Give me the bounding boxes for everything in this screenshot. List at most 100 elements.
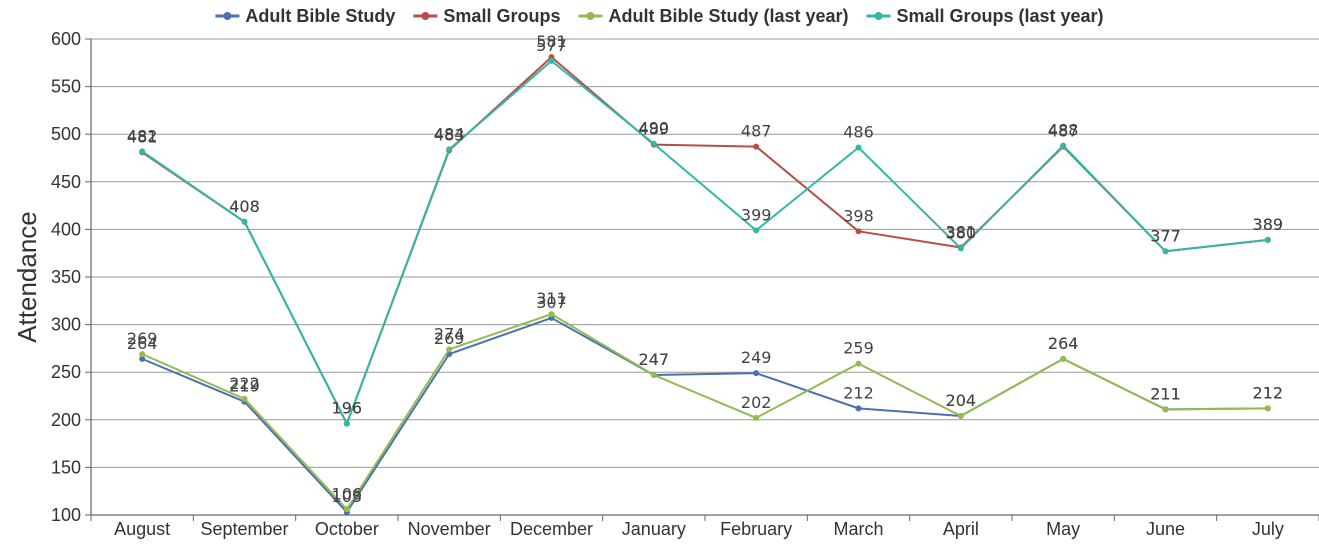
series-line [141,313,1268,511]
data-point[interactable] [1162,406,1169,413]
data-label: 196 [332,399,363,418]
data-label: 264 [1048,334,1079,353]
data-point[interactable] [753,227,760,234]
data-label: 212 [1253,383,1284,402]
x-tick-label: July [1252,519,1284,539]
data-label: 389 [1253,215,1284,234]
data-point[interactable] [241,395,248,402]
data-label: 398 [843,206,874,225]
data-point[interactable] [1060,142,1067,149]
y-tick-label: 500 [51,124,81,144]
data-point[interactable] [446,146,453,153]
data-label: 202 [741,393,772,412]
x-tick-label: August [114,519,170,539]
data-point[interactable] [957,412,964,419]
data-point[interactable] [753,414,760,421]
data-point[interactable] [650,372,657,379]
legend-item[interactable]: Adult Bible Study (last year) [578,6,849,26]
data-point[interactable] [855,405,862,412]
data-label: 481 [127,127,158,146]
y-tick-label: 600 [51,29,81,49]
data-point[interactable] [241,218,248,225]
data-label: 408 [229,197,260,216]
series-1 [139,54,1271,427]
data-label: 249 [741,348,772,367]
legend[interactable]: Adult Bible Study Small Groups Adult Bible… [215,6,1104,26]
data-label: 581 [536,32,567,51]
y-tick-label: 550 [51,77,81,97]
data-point[interactable] [1060,355,1067,362]
y-tick-label: 450 [51,172,81,192]
data-point[interactable] [139,355,146,362]
data-label: 489 [639,120,670,139]
y-tick-label: 400 [51,219,81,239]
data-label: 377 [1150,226,1181,245]
data-point[interactable] [1264,405,1271,412]
data-label: 247 [639,350,670,369]
data-point[interactable] [957,245,964,252]
data-label: 211 [1150,384,1181,403]
data-label: 482 [127,126,158,145]
data-point[interactable] [139,148,146,155]
legend-item[interactable]: Small Groups [413,6,560,26]
series-layer [139,54,1271,516]
data-point[interactable] [1162,248,1169,255]
legend-label: Small Groups [443,6,560,26]
data-label: 264 [127,334,158,353]
data-point[interactable] [855,228,862,235]
x-tick-label: January [622,519,686,539]
data-point[interactable] [343,420,350,427]
y-tick-label: 100 [51,505,81,525]
y-tick-label: 300 [51,315,81,335]
y-tick-label: 150 [51,457,81,477]
data-point[interactable] [139,351,146,358]
data-label: 307 [536,293,567,312]
series-3 [139,57,1271,427]
data-label: 389 [1253,215,1284,234]
data-label: 259 [843,339,874,358]
legend-item[interactable]: Adult Bible Study [215,6,395,26]
data-label: 488 [1048,121,1079,140]
x-tick-label: February [720,519,792,539]
data-label: 311 [536,289,567,308]
x-tick-label: October [315,519,379,539]
legend-dot-marker [586,12,595,20]
x-tick-label: March [833,519,883,539]
data-label: 487 [741,122,772,141]
data-label: 212 [843,383,874,402]
data-label: 377 [1150,226,1181,245]
data-label: 196 [332,399,363,418]
data-label: 486 [843,123,874,142]
data-label: 483 [434,125,465,144]
series-line [141,316,1268,514]
series-line [141,56,1268,425]
y-tick-label: 250 [51,362,81,382]
data-point[interactable] [753,370,760,377]
y-axis-ticks: 100 150 200 250 300 350 400 450 500 550 600 [51,29,91,525]
data-label: 487 [1048,122,1079,141]
data-point[interactable] [1264,236,1271,243]
data-point[interactable] [343,506,350,513]
data-label: 274 [434,324,465,343]
data-point[interactable] [855,144,862,151]
data-point[interactable] [650,140,657,147]
data-label: 222 [229,374,260,393]
data-label: 381 [946,222,977,241]
y-tick-label: 200 [51,410,81,430]
legend-label: Adult Bible Study [245,6,395,26]
series-2 [139,311,1271,513]
legend-label: Adult Bible Study (last year) [608,6,848,26]
x-tick-label: September [200,519,288,539]
data-label: 219 [229,377,260,396]
data-point[interactable] [446,346,453,353]
data-point[interactable] [548,311,555,318]
data-point[interactable] [855,360,862,367]
data-label: 264 [1048,334,1079,353]
x-tick-label: April [943,519,979,539]
data-point[interactable] [548,57,555,64]
data-label: 204 [946,391,977,410]
legend-item[interactable]: Small Groups (last year) [866,6,1104,26]
x-tick-label: June [1146,519,1185,539]
series-line [141,59,1268,425]
data-point[interactable] [753,143,760,150]
